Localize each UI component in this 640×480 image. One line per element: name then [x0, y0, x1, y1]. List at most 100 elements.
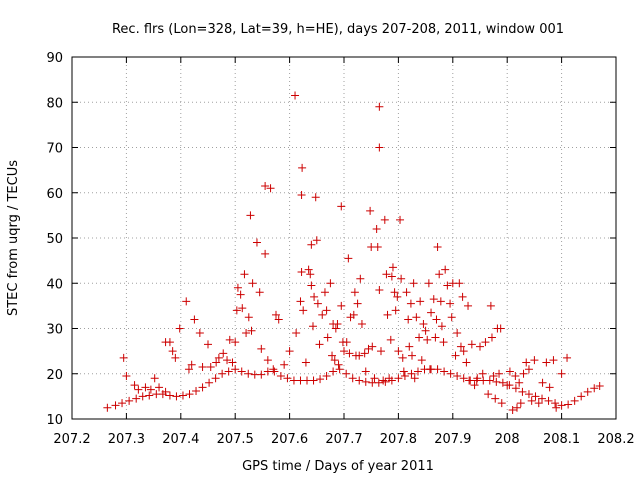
data-point	[400, 372, 409, 381]
data-point	[505, 367, 514, 376]
data-point	[518, 387, 527, 396]
data-point	[385, 374, 394, 383]
data-point	[246, 211, 255, 220]
data-point	[409, 279, 418, 288]
data-point	[416, 297, 425, 306]
data-point	[538, 394, 547, 403]
data-point	[439, 338, 448, 347]
data-point	[247, 326, 256, 335]
data-point	[337, 301, 346, 310]
data-point	[408, 351, 416, 360]
y-tick-label: 40	[46, 277, 63, 292]
data-point	[261, 181, 270, 190]
data-point	[274, 315, 283, 324]
data-point	[427, 308, 436, 317]
data-point	[337, 202, 346, 211]
data-point	[432, 315, 441, 324]
data-point	[467, 340, 476, 349]
data-point	[487, 333, 496, 342]
data-point	[394, 347, 403, 356]
data-point	[322, 306, 331, 315]
data-point	[375, 286, 384, 295]
data-point	[244, 369, 253, 378]
data-point	[340, 347, 348, 356]
data-point	[489, 372, 498, 381]
data-point	[527, 396, 536, 405]
y-tick-labels: 10 20 30 40 50 60 70 80 90	[46, 51, 63, 428]
data-point	[178, 391, 187, 400]
y-tick-label: 20	[46, 368, 63, 383]
data-point	[306, 270, 315, 279]
data-point	[534, 399, 543, 408]
data-point	[161, 387, 170, 396]
x-tick-label: 207.4	[162, 432, 199, 447]
data-point	[326, 279, 335, 288]
data-point	[511, 372, 520, 381]
data-point	[545, 383, 554, 392]
data-point	[544, 396, 553, 405]
data-point	[350, 288, 359, 297]
data-point	[301, 358, 310, 367]
x-tick-label: 207.5	[217, 432, 254, 447]
y-tick-label: 50	[46, 232, 63, 247]
data-point	[404, 315, 413, 324]
data-point	[511, 384, 520, 393]
data-point	[214, 353, 223, 362]
data-point	[429, 295, 438, 304]
data-point	[412, 313, 421, 322]
data-point	[459, 374, 468, 383]
data-point	[516, 399, 525, 408]
data-point	[318, 310, 327, 319]
data-point	[503, 381, 512, 390]
data-point	[195, 329, 204, 338]
data-point	[145, 391, 154, 400]
data-point	[557, 369, 566, 378]
data-point	[453, 329, 462, 338]
data-point	[524, 390, 533, 399]
data-point	[184, 365, 193, 374]
data-point	[433, 365, 442, 374]
data-point	[424, 279, 433, 288]
data-point	[168, 347, 177, 356]
data-point	[261, 249, 270, 258]
data-point	[484, 390, 493, 399]
data-point	[315, 340, 324, 349]
data-point	[237, 367, 246, 376]
data-point	[476, 342, 484, 351]
data-point	[590, 384, 599, 393]
data-point	[228, 358, 237, 367]
data-point	[231, 338, 240, 347]
data-point	[331, 324, 340, 333]
data-point	[366, 206, 375, 215]
data-point	[440, 367, 449, 376]
data-point	[240, 270, 249, 279]
data-point	[298, 163, 307, 172]
data-point	[415, 333, 424, 342]
data-point	[182, 297, 191, 306]
data-point	[276, 372, 285, 381]
data-point	[224, 367, 233, 376]
data-point	[297, 267, 306, 276]
data-point	[311, 193, 320, 202]
data-point	[570, 396, 579, 405]
data-point	[538, 378, 547, 387]
data-point	[447, 313, 456, 322]
y-tick-label: 70	[46, 142, 63, 157]
x-tick-label: 207.9	[434, 432, 471, 447]
data-point	[375, 143, 384, 152]
data-point	[478, 369, 487, 378]
data-point	[175, 324, 184, 333]
data-point	[443, 281, 452, 290]
data-points	[103, 91, 604, 414]
data-point	[232, 306, 241, 315]
data-point	[402, 288, 411, 297]
data-point	[223, 356, 232, 365]
data-point	[473, 374, 482, 383]
data-point	[219, 349, 228, 358]
x-tick-label: 208.2	[597, 432, 634, 447]
data-point	[372, 224, 381, 233]
data-point	[515, 378, 524, 387]
data-point	[307, 240, 316, 249]
data-point	[334, 360, 343, 369]
data-point	[413, 367, 422, 376]
